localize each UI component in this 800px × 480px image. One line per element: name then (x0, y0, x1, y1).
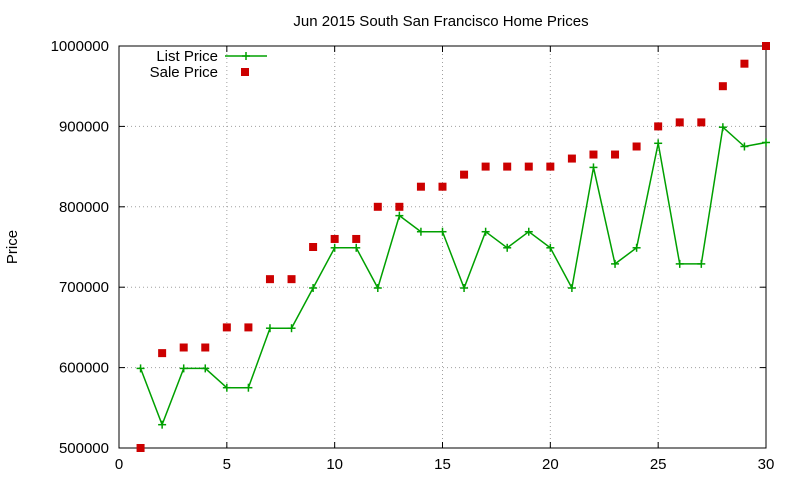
list-price-point (373, 284, 382, 293)
legend-label-list-price: List Price (156, 48, 218, 65)
sale-price-point (244, 323, 253, 332)
grid-lines (119, 46, 766, 448)
sale-price-point (416, 182, 425, 191)
list-price-point (503, 243, 512, 252)
y-tick-label: 1000000 (51, 38, 109, 55)
list-price-point (718, 123, 727, 132)
sale-price-point (697, 118, 706, 127)
sale-price-point (524, 162, 533, 171)
list-price-point (244, 383, 253, 392)
sale-price-point (589, 150, 598, 159)
y-tick-label: 700000 (59, 279, 109, 296)
x-tick-label: 25 (650, 456, 667, 473)
y-tick-label: 900000 (59, 118, 109, 135)
sale-price-point (136, 444, 145, 452)
sale-price-point (222, 323, 231, 332)
series-layer (136, 42, 770, 452)
list-price-point (438, 227, 447, 236)
legend-label-sale-price: Sale Price (150, 64, 218, 81)
list-price-point (546, 243, 555, 252)
y-tick-label: 800000 (59, 199, 109, 216)
sale-price-point (373, 202, 382, 211)
sale-price-point (330, 234, 339, 243)
list-price-point (567, 284, 576, 293)
x-tick-label: 10 (326, 456, 343, 473)
sale-price-point (546, 162, 555, 171)
y-tick-label: 600000 (59, 360, 109, 377)
list-price-point (330, 243, 339, 252)
axis-ticks: 0 5 10 15 20 25 30 500000 600000 700000 800000 9000… (51, 38, 775, 473)
sale-price-point (675, 118, 684, 127)
sale-price-point (762, 42, 770, 50)
legend-square-marker (241, 68, 249, 76)
list-price-point (611, 259, 620, 268)
x-tick-label: 30 (758, 456, 775, 473)
sale-price-point (201, 343, 210, 352)
list-price-point (654, 139, 663, 148)
y-axis-label: Price (4, 230, 21, 264)
list-price-point (222, 383, 231, 392)
sale-price-point (158, 349, 167, 358)
x-tick-label: 0 (115, 456, 123, 473)
sale-price-point (503, 162, 512, 171)
legend: List Price Sale Price (150, 48, 267, 81)
sale-price-point (265, 275, 274, 284)
list-price-point (395, 211, 404, 220)
legend-swatch-list-price (225, 52, 267, 60)
list-price-point (740, 142, 749, 151)
list-price-point (352, 243, 361, 252)
sale-price-point (179, 343, 188, 352)
sale-price-point (654, 122, 663, 131)
y-tick-label: 500000 (59, 440, 109, 457)
list-price-point (460, 284, 469, 293)
legend-plus-marker (242, 52, 250, 60)
sale-price-point (611, 150, 620, 159)
list-price-point (416, 227, 425, 236)
sale-price-point (481, 162, 490, 171)
sale-price-point (352, 234, 361, 243)
sale-price-point (287, 275, 296, 284)
list-price-point (179, 364, 188, 373)
list-price-point (632, 243, 641, 252)
list-price-point (481, 227, 490, 236)
list-price-point (158, 420, 167, 429)
list-price-point (589, 163, 598, 172)
chart-title: Jun 2015 South San Francisco Home Prices (293, 13, 588, 30)
x-tick-label: 5 (223, 456, 231, 473)
legend-swatch-sale-price (241, 68, 249, 76)
list-price-point (762, 138, 770, 147)
list-price-point (675, 259, 684, 268)
list-price-point (265, 324, 274, 333)
list-price-point (524, 227, 533, 236)
sale-price-point (718, 82, 727, 91)
list-price-point (697, 259, 706, 268)
list-price-point (309, 284, 318, 293)
sale-price-point (438, 182, 447, 191)
sale-price-point (460, 170, 469, 179)
list-price-line (139, 125, 767, 427)
list-price-point (201, 364, 210, 373)
x-tick-label: 15 (434, 456, 451, 473)
sale-price-point (567, 154, 576, 163)
sale-price-point (740, 59, 749, 68)
x-tick-label: 20 (542, 456, 559, 473)
list-price-point (136, 364, 145, 373)
list-price-point (287, 324, 296, 333)
sale-price-point (632, 142, 641, 151)
sale-price-point (395, 202, 404, 211)
sale-price-point (309, 243, 318, 251)
